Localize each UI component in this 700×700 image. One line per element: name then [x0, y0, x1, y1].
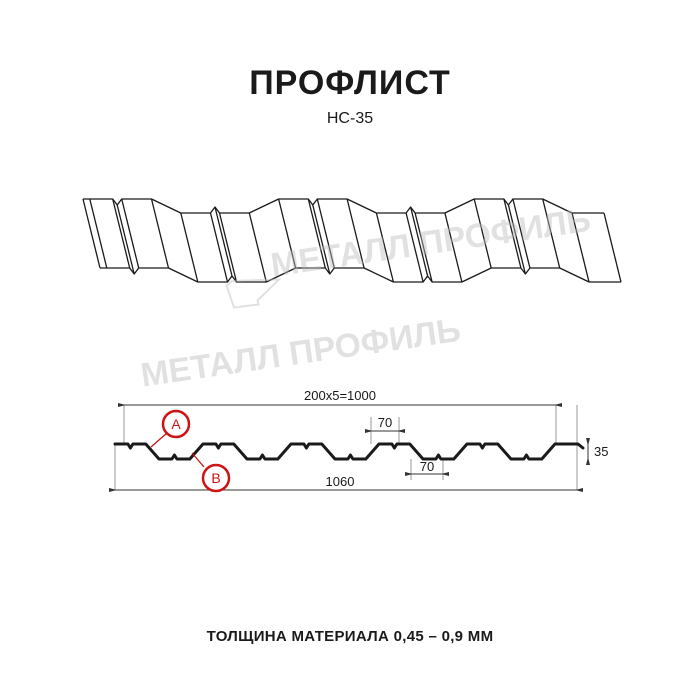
svg-text:200x5=1000: 200x5=1000: [304, 388, 376, 403]
svg-text:B: B: [211, 470, 220, 486]
svg-text:35: 35: [594, 444, 608, 459]
svg-text:70: 70: [420, 459, 434, 474]
svg-text:1060: 1060: [326, 474, 355, 489]
svg-text:70: 70: [378, 415, 392, 430]
svg-text:A: A: [171, 416, 181, 432]
